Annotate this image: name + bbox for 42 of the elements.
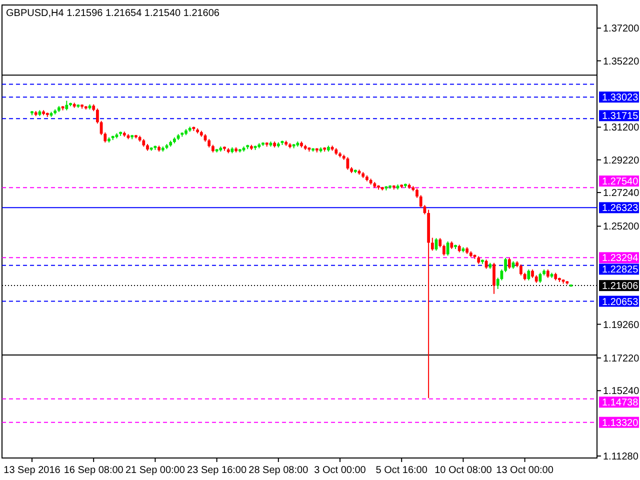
ref-line-label: 1.22825	[602, 264, 639, 276]
candlestick	[96, 108, 99, 124]
ref-line-label: 1.23294	[602, 253, 639, 264]
x-tick-label: 21 Sep 00:00	[125, 465, 186, 476]
candlestick	[442, 244, 446, 256]
y-tick-label: 1.17220	[603, 353, 640, 364]
x-tick-label: 3 Oct 00:00	[314, 465, 366, 476]
candlestick	[446, 240, 450, 256]
ref-line-label: 1.33023	[602, 92, 639, 104]
y-tick-label: 1.19260	[603, 320, 640, 331]
y-tick-label: 1.35220	[603, 56, 640, 68]
y-tick-label: 1.15240	[603, 386, 640, 398]
x-tick-label: 28 Sep 08:00	[248, 465, 309, 476]
ref-line-label: 1.21606	[602, 281, 639, 292]
candlestick	[508, 257, 511, 270]
ref-line-label: 1.27540	[602, 176, 639, 188]
y-tick-label: 1.31200	[603, 122, 640, 134]
ref-line-label: 1.20653	[602, 296, 639, 308]
ref-line-label: 1.14738	[602, 398, 639, 409]
x-tick-label: 10 Oct 08:00	[434, 465, 492, 476]
candlestick	[504, 257, 507, 273]
candlestick	[65, 100, 68, 111]
candlestick	[527, 268, 530, 281]
chart-title: GBPUSD,H4 1.21596 1.21654 1.21540 1.21606	[6, 8, 220, 19]
y-tick-label: 1.25200	[603, 222, 640, 233]
y-tick-label: 1.37200	[603, 24, 640, 35]
candlestick	[520, 264, 522, 276]
candlestick	[438, 238, 442, 248]
x-tick-label: 13 Sep 2016	[4, 465, 61, 476]
candlestick	[430, 237, 434, 252]
x-tick-label: 5 Oct 16:00	[376, 465, 428, 476]
y-tick-label: 1.11280	[603, 452, 639, 463]
candlestick	[492, 262, 496, 294]
y-tick-label: 1.29220	[603, 155, 640, 166]
ref-line-label: 1.13320	[602, 418, 639, 429]
ref-line-label: 1.31715	[602, 111, 639, 122]
ref-line-label: 1.26323	[602, 203, 639, 214]
x-tick-label: 13 Oct 00:00	[496, 465, 554, 476]
candlestick	[416, 188, 418, 198]
x-tick-label: 23 Sep 16:00	[187, 465, 247, 476]
x-tick-label: 16 Sep 08:00	[64, 465, 124, 476]
y-tick-label: 1.27240	[603, 188, 640, 200]
